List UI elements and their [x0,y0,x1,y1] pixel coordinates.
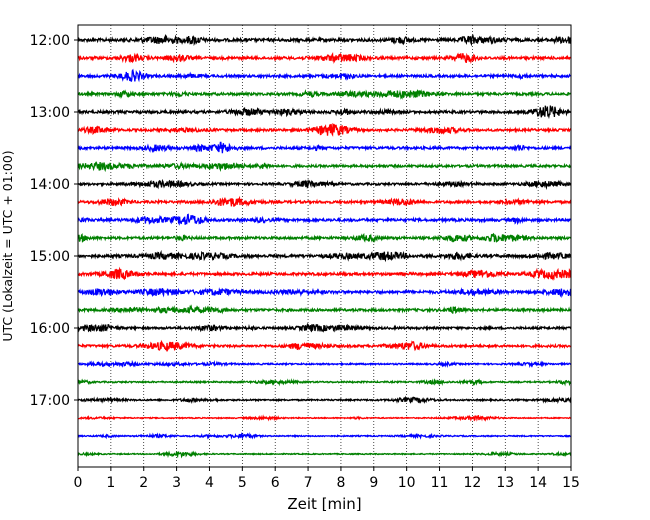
trace-line-1745 [77,450,572,459]
y-axis-ticks: 12:00 13:00 14:00 15:00 16:00 17:00 [30,33,78,409]
x-tick-label: 12 [463,475,481,491]
trace-line-1500 [77,249,572,263]
trace-line-1715 [77,414,572,422]
x-tick-label: 15 [562,475,580,491]
trace-line-1730 [77,431,572,440]
trace-line-1300 [77,105,572,120]
y-tick-label: 13:00 [30,105,70,121]
trace-line-1330 [77,141,572,154]
y-axis-label: UTC (Lokalzeit = UTC + 01:00) [0,150,15,341]
trace-line-1645 [77,378,572,387]
x-axis-label: Zeit [min] [287,495,361,513]
x-tick-label: 2 [139,475,148,491]
x-tick-label: 11 [431,475,449,491]
x-axis-ticks: 0 1 2 3 4 5 6 7 8 9 10 11 12 13 14 15 [74,467,580,491]
x-tick-label: 7 [304,475,313,491]
y-tick-label: 15:00 [30,249,70,265]
trace-line-1230 [77,68,572,83]
trace-line-1530 [77,287,572,299]
plot-frame [77,24,572,468]
trace-line-1245 [77,89,572,100]
x-tick-label: 14 [529,475,547,491]
trace-line-1445 [77,232,572,243]
y-tick-label: 16:00 [30,321,70,337]
y-tick-label: 12:00 [30,33,70,49]
trace-group [77,34,572,459]
x-tick-label: 1 [106,475,115,491]
x-tick-label: 3 [172,475,181,491]
x-tick-label: 9 [369,475,378,491]
trace-line-1315 [77,122,572,137]
y-tick-label: 14:00 [30,177,70,193]
y-tick-label: 17:00 [30,393,70,409]
trace-line-1700 [77,395,572,405]
x-tick-label: 10 [398,475,416,491]
trace-line-1630 [77,359,572,369]
trace-line-1545 [77,304,572,315]
trace-line-1415 [77,195,572,207]
x-tick-label: 5 [238,475,247,491]
trace-line-1515 [77,266,572,281]
trace-line-1400 [77,178,572,190]
x-tick-label: 6 [271,475,280,491]
trace-line-1215 [77,52,572,64]
trace-line-1345 [77,161,572,173]
trace-line-1600 [77,322,572,333]
x-tick-label: 4 [205,475,214,491]
x-tick-label: 13 [496,475,514,491]
trace-line-1615 [77,339,572,353]
trace-line-1430 [77,213,572,226]
x-tick-label: 8 [336,475,345,491]
x-tick-label: 0 [74,475,83,491]
trace-line-1200 [77,34,572,47]
